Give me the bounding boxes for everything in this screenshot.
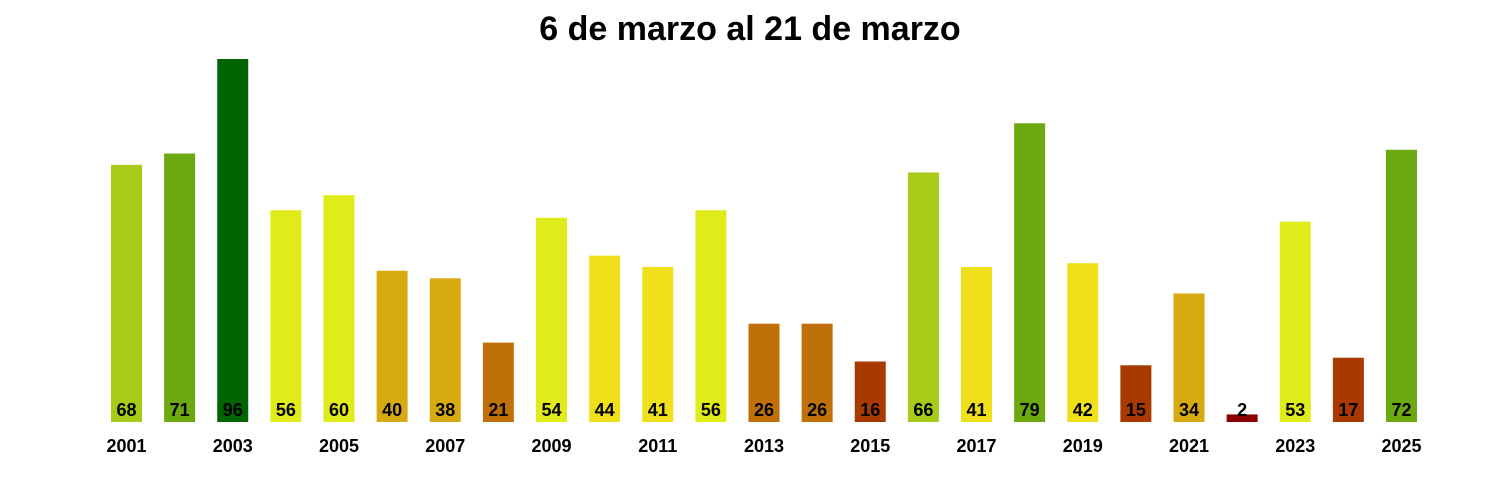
bar-2021 [1173, 293, 1205, 422]
x-tick-label-2021: 2021 [1169, 436, 1209, 456]
value-label-2012: 56 [701, 400, 721, 420]
bar-2013 [748, 323, 780, 422]
value-label-2007: 38 [435, 400, 455, 420]
value-label-2009: 54 [541, 400, 561, 420]
value-label-2013: 26 [754, 400, 774, 420]
value-label-2010: 44 [595, 400, 615, 420]
value-label-2019: 42 [1073, 400, 1093, 420]
chart-title: 6 de marzo al 21 de marzo [539, 10, 961, 48]
value-label-2003: 96 [223, 400, 243, 420]
x-tick-label-2011: 2011 [638, 436, 677, 456]
value-label-2017: 41 [966, 400, 986, 420]
bar-2010 [589, 255, 621, 423]
x-tick-label-2025: 2025 [1381, 436, 1421, 456]
bar-2003 [217, 59, 249, 422]
value-label-2021: 34 [1179, 400, 1199, 420]
bar-2005 [323, 195, 355, 423]
value-label-2020: 15 [1126, 400, 1146, 420]
value-label-2001: 68 [116, 400, 136, 420]
bar-2011 [642, 266, 674, 422]
x-tick-label-2017: 2017 [956, 436, 996, 456]
value-label-2002: 71 [170, 400, 190, 420]
x-tick-label-2005: 2005 [319, 436, 359, 456]
bar-2019 [1067, 263, 1099, 422]
bar-2004 [270, 210, 302, 422]
x-tick-label-2023: 2023 [1275, 436, 1315, 456]
x-tick-label-2007: 2007 [425, 436, 465, 456]
bar-2012 [695, 210, 727, 422]
value-label-2011: 41 [648, 400, 668, 420]
bar-2001 [111, 164, 142, 423]
bar-2024 [1332, 357, 1364, 422]
x-tick-label-2001: 2001 [106, 436, 146, 456]
value-label-2018: 79 [1020, 400, 1040, 420]
x-tick-label-2015: 2015 [850, 436, 890, 456]
bar-2025 [1386, 149, 1417, 422]
bar-2007 [429, 278, 461, 422]
value-label-2004: 56 [276, 400, 296, 420]
bar-2008 [482, 342, 514, 422]
value-label-2024: 17 [1338, 400, 1358, 420]
value-label-2006: 40 [382, 400, 402, 420]
value-label-2008: 21 [488, 400, 508, 420]
bar-2020 [1120, 365, 1152, 422]
bar-2022 [1226, 414, 1258, 422]
bar-2018 [1014, 123, 1046, 422]
bar-2015 [854, 361, 886, 422]
x-tick-label-2019: 2019 [1063, 436, 1103, 456]
bar-2014 [801, 323, 833, 422]
bar-2002 [164, 153, 196, 422]
x-tick-label-2009: 2009 [531, 436, 571, 456]
value-label-2016: 66 [913, 400, 933, 420]
bar-2009 [536, 217, 567, 422]
bar-2016 [907, 172, 939, 422]
value-label-2014: 26 [807, 400, 827, 420]
value-label-2022: 2 [1237, 400, 1247, 420]
value-label-2025: 72 [1391, 400, 1411, 420]
bar-2006 [376, 270, 408, 422]
x-tick-label-2013: 2013 [744, 436, 784, 456]
bar-2023 [1279, 221, 1311, 422]
value-label-2005: 60 [329, 400, 349, 420]
x-tick-label-2003: 2003 [213, 436, 253, 456]
bar-2017 [961, 266, 992, 422]
value-label-2023: 53 [1285, 400, 1305, 420]
value-label-2015: 16 [860, 400, 880, 420]
